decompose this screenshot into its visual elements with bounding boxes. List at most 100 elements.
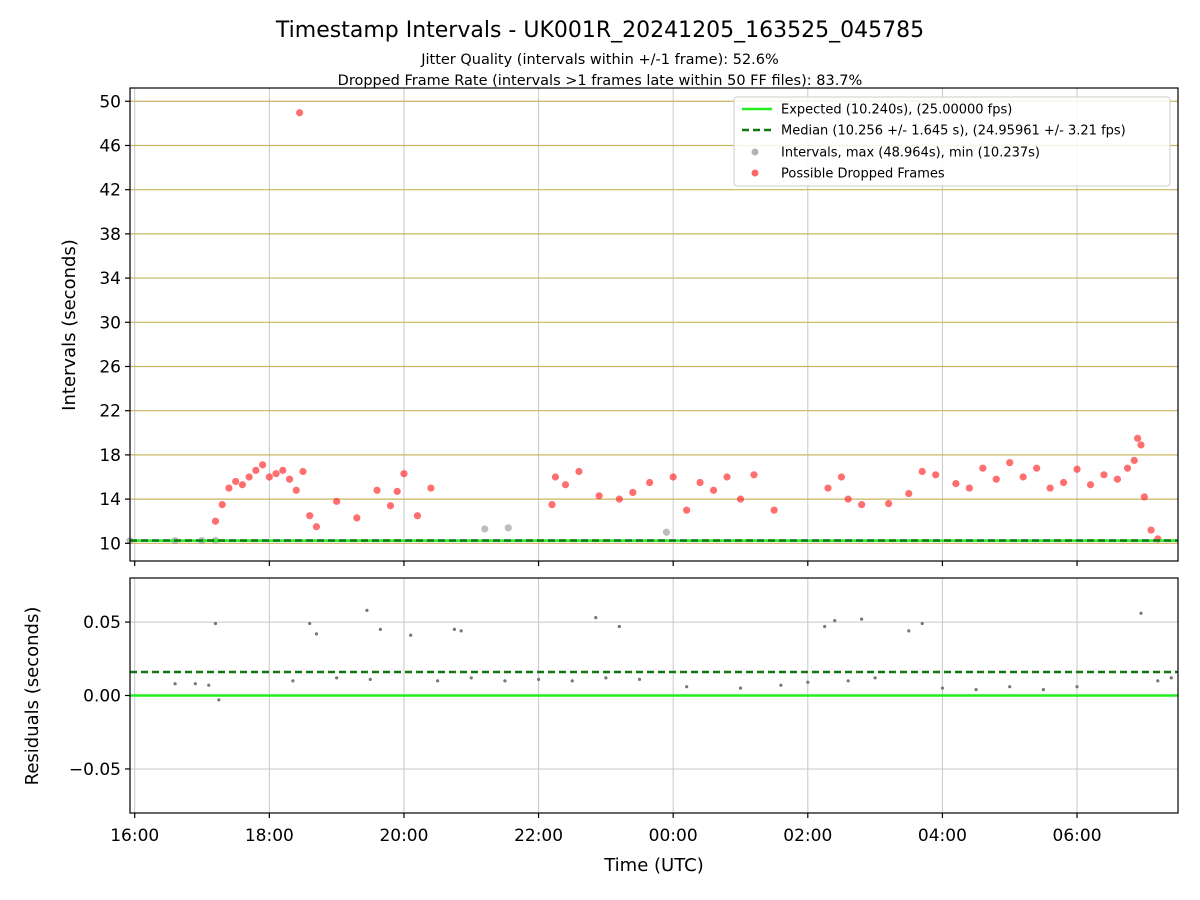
x-tick-label: 16:00 — [110, 826, 159, 846]
residual-point — [378, 627, 382, 632]
dropped-frame-point — [629, 488, 637, 497]
residual-point — [536, 677, 541, 681]
residual-point — [1041, 688, 1045, 692]
dropped-frame-point — [1033, 464, 1041, 472]
residual-point — [409, 633, 413, 637]
dropped-frame-point — [1059, 478, 1068, 487]
dropped-frame-point — [386, 502, 395, 510]
residual-point — [503, 679, 507, 683]
intervals-y-tick-label: 34 — [99, 269, 121, 289]
residual-point — [193, 682, 197, 686]
dropped-frame-point — [299, 467, 307, 476]
residual-point — [1075, 685, 1079, 689]
intervals-y-tick-label: 42 — [99, 181, 121, 201]
dropped-frame-point — [575, 467, 583, 476]
x-tick-label: 06:00 — [1053, 826, 1102, 846]
dropped-frame-point — [306, 512, 314, 520]
chart-title: Timestamp Intervals - UK001R_20241205_16… — [275, 18, 924, 43]
interval-point — [662, 528, 671, 536]
dropped-frame-point — [905, 489, 913, 498]
residual-point — [738, 686, 743, 690]
dropped-frame-point — [595, 492, 603, 500]
intervals-data — [126, 109, 1162, 545]
dropped-frame-point — [1137, 441, 1145, 449]
dropped-frame-point — [373, 486, 381, 494]
residuals-y-tick-label: −0.05 — [69, 760, 121, 780]
dropped-frame-point — [1019, 473, 1027, 481]
residuals-y-tick-label: 0.00 — [83, 687, 121, 707]
dropped-frame-point — [218, 501, 226, 509]
legend-dropped-swatch — [751, 169, 759, 177]
dropped-frame-point — [683, 506, 691, 514]
dropped-frame-point — [979, 464, 987, 472]
dropped-frame-point — [225, 484, 233, 492]
dropped-frame-point — [279, 466, 287, 474]
dropped-frame-point — [292, 486, 300, 494]
legend-median-label: Median (10.256 +/- 1.645 s), (24.95961 +… — [781, 124, 1126, 139]
residual-point — [436, 679, 440, 683]
dropped-frame-point — [272, 470, 280, 478]
dropped-frame-point — [952, 480, 960, 488]
intervals-y-axis-label: Intervals (seconds) — [59, 239, 80, 411]
residual-point — [594, 616, 598, 620]
residual-point — [685, 685, 689, 689]
intervals-y-tick-label: 22 — [99, 402, 121, 422]
dropped-frame-point — [918, 467, 926, 476]
legend: Expected (10.240s), (25.00000 fps) Media… — [733, 96, 1171, 187]
residual-point — [860, 617, 864, 621]
residual-point — [806, 680, 810, 684]
residual-point — [365, 608, 369, 612]
intervals-frame — [129, 87, 1179, 562]
dropped-frame-point — [709, 486, 718, 494]
intervals-y-tick-label: 18 — [99, 446, 121, 466]
dropped-frame-point — [646, 478, 654, 487]
legend-box — [733, 96, 1171, 187]
dropped-frame-point — [1100, 471, 1108, 479]
residual-point — [833, 618, 837, 623]
dropped-frame-point — [1006, 459, 1014, 467]
intervals-y-tick-label: 38 — [99, 225, 121, 245]
dropped-frame-point — [1046, 484, 1054, 492]
dropped-frame-point — [1130, 456, 1138, 465]
residual-point — [920, 621, 924, 626]
residual-point — [217, 698, 221, 702]
legend-dropped-label: Possible Dropped Frames — [781, 167, 945, 182]
dropped-frame-point — [1134, 434, 1142, 442]
residual-point — [873, 676, 877, 680]
x-axis-label: Time (UTC) — [603, 855, 704, 876]
residual-point — [207, 683, 211, 687]
dropped-frame-point — [723, 473, 731, 481]
residual-point — [604, 676, 608, 680]
legend-expected-label: Expected (10.240s), (25.00000 fps) — [781, 103, 1012, 118]
dropped-frame-point — [965, 484, 973, 492]
x-tick-label: 22:00 — [514, 826, 563, 846]
residuals-data — [173, 608, 1173, 702]
dropped-frame-point — [238, 481, 247, 489]
dropped-frame-point — [413, 512, 422, 520]
interval-point — [504, 524, 512, 532]
residuals-y-tick-label: 0.05 — [83, 613, 121, 633]
residual-point — [173, 682, 177, 686]
dropped-frame-point — [696, 478, 704, 487]
dropped-frame-point — [736, 495, 745, 503]
residuals-panel: 16:00 18:00 20:00 22:00 00:00 02:00 04:00 06:00… — [22, 577, 1179, 876]
chart-subtitle-jitter: Jitter Quality (intervals within +/-1 fr… — [420, 52, 779, 68]
dropped-frame-point — [265, 473, 273, 481]
x-tick-label: 00:00 — [649, 826, 698, 846]
residual-point — [570, 679, 574, 683]
dropped-frame-point — [824, 484, 832, 492]
intervals-panel: 10 14 18 22 26 30 34 38 42 46 50 Intervals (second… — [59, 87, 1179, 566]
residual-point — [846, 679, 850, 683]
residuals-reference-lines — [130, 670, 1178, 697]
residuals-ticks: 16:00 18:00 20:00 22:00 00:00 02:00 04:00 06:00… — [69, 613, 1102, 846]
residuals-y-axis-label: Residuals (seconds) — [22, 607, 43, 786]
legend-intervals-label: Intervals, max (48.964s), min (10.237s) — [781, 146, 1040, 161]
dropped-frame-point — [211, 517, 220, 525]
dropped-frame-point — [400, 470, 408, 478]
residual-point — [1008, 685, 1012, 689]
dropped-frame-point — [296, 109, 304, 117]
dropped-frame-point — [393, 487, 401, 495]
dropped-frame-point — [312, 523, 321, 531]
